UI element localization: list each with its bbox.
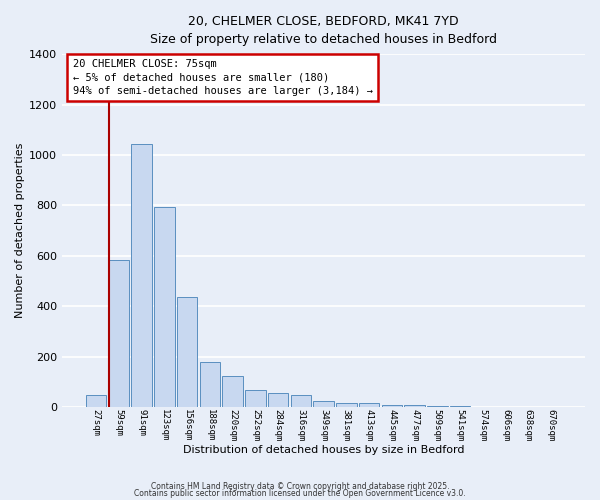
Bar	[154, 206, 175, 407]
Text: 20 CHELMER CLOSE: 75sqm
← 5% of detached houses are smaller (180)
94% of semi-de: 20 CHELMER CLOSE: 75sqm ← 5% of detached…	[73, 60, 373, 96]
Bar	[223, 376, 243, 407]
Bar	[382, 404, 402, 407]
Bar	[427, 406, 448, 407]
Bar	[245, 390, 266, 407]
Bar	[313, 401, 334, 407]
Bar	[177, 298, 197, 407]
Bar	[336, 402, 356, 407]
Bar	[131, 144, 152, 407]
Text: Contains HM Land Registry data © Crown copyright and database right 2025.: Contains HM Land Registry data © Crown c…	[151, 482, 449, 491]
Bar	[450, 406, 470, 407]
Bar	[404, 405, 425, 407]
Bar	[268, 394, 289, 407]
Bar	[200, 362, 220, 407]
Title: 20, CHELMER CLOSE, BEDFORD, MK41 7YD
Size of property relative to detached house: 20, CHELMER CLOSE, BEDFORD, MK41 7YD Siz…	[150, 15, 497, 46]
Bar	[109, 260, 129, 407]
Text: Contains public sector information licensed under the Open Government Licence v3: Contains public sector information licen…	[134, 488, 466, 498]
Bar	[290, 394, 311, 407]
X-axis label: Distribution of detached houses by size in Bedford: Distribution of detached houses by size …	[183, 445, 464, 455]
Bar	[359, 404, 379, 407]
Bar	[473, 406, 493, 407]
Y-axis label: Number of detached properties: Number of detached properties	[15, 143, 25, 318]
Bar	[86, 394, 106, 407]
